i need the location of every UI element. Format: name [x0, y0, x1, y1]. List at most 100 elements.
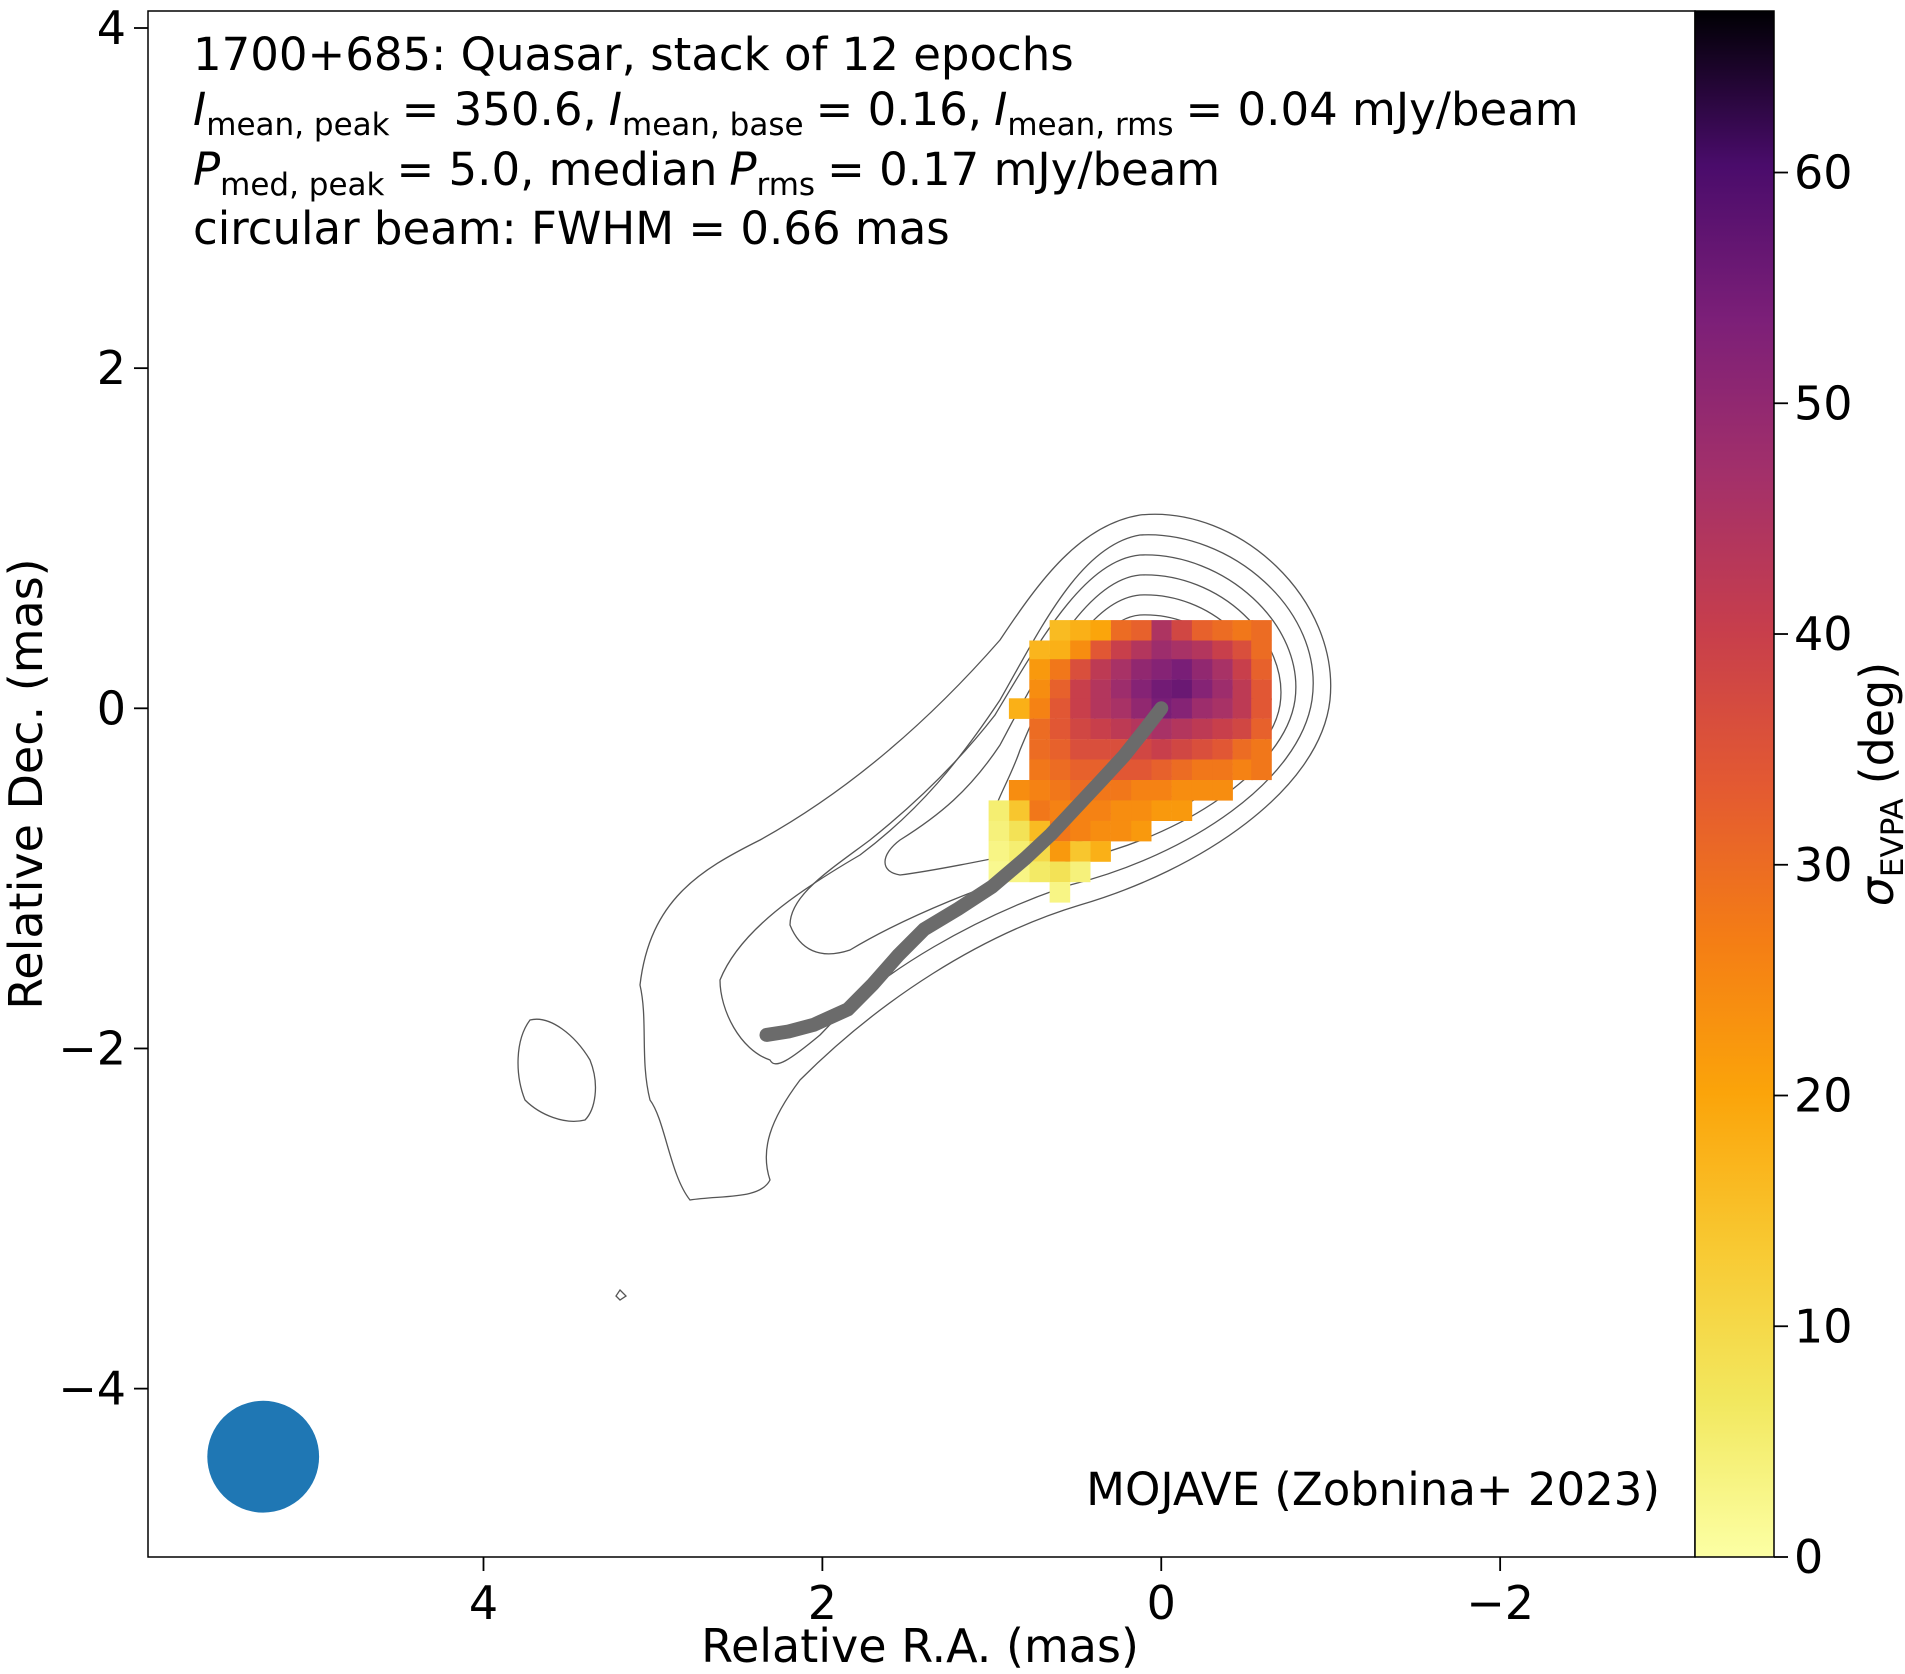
evpa-pixel [1191, 739, 1213, 760]
evpa-pixel [1069, 841, 1091, 862]
evpa-pixel [1171, 698, 1193, 719]
evpa-pixel [1151, 739, 1172, 760]
evpa-pixel [1212, 620, 1233, 641]
title-line: 1700+685: Quasar, stack of 12 epochs [193, 28, 1074, 81]
evpa-pixel [1090, 640, 1111, 662]
evpa-pixel [1049, 718, 1071, 740]
evpa-pixel [1090, 679, 1111, 701]
evpa-pixel [1110, 820, 1132, 842]
evpa-pixel [1151, 620, 1172, 641]
evpa-pixel [1130, 759, 1152, 781]
evpa-pixel [1191, 640, 1213, 662]
evpa-pixel [1029, 640, 1050, 662]
evpa-pixel [1049, 841, 1071, 862]
polarization-stats-line: Pmed, peak = 5.0, median Prms = 0.17 mJy/be… [193, 143, 1220, 203]
colorbar-tick-label: 30 [1794, 838, 1853, 892]
colorbar-tick-label: 50 [1794, 376, 1853, 430]
evpa-pixel [1110, 698, 1132, 719]
evpa-pixel [1110, 780, 1132, 801]
colorbar-label-symbol: σ [1850, 875, 1904, 906]
contour-3 [789, 554, 1297, 955]
evpa-pixel [1069, 698, 1091, 719]
beam-ellipse [207, 1400, 320, 1513]
evpa-pixel [1049, 659, 1071, 680]
evpa-pixel [1069, 861, 1091, 883]
evpa-pixel [1191, 698, 1213, 719]
ridgeline [759, 701, 1169, 1042]
evpa-pixel [1191, 718, 1213, 740]
x-tick-label: 4 [469, 1576, 498, 1630]
evpa-pixel [1212, 640, 1233, 662]
evpa-pixel [1008, 820, 1030, 842]
evpa-pixel [1130, 659, 1152, 680]
evpa-pixel [1110, 640, 1132, 662]
x-tick-label: 2 [808, 1576, 837, 1630]
colorbar [1694, 10, 1775, 1558]
evpa-pixel [1049, 861, 1071, 883]
evpa-pixel [1251, 679, 1272, 701]
evpa-pixel [1049, 882, 1071, 903]
evpa-pixel [1130, 820, 1152, 842]
contour-4 [884, 574, 1282, 876]
ridgeline-path [759, 701, 1169, 1042]
y-tick-label: −2 [58, 1021, 126, 1075]
evpa-pixel [1090, 718, 1111, 740]
evpa-pixel [1029, 800, 1050, 821]
evpa-pixel [1110, 679, 1132, 701]
credit-text: MOJAVE (Zobnina+ 2023) [1086, 1463, 1660, 1516]
evpa-pixel [1130, 640, 1152, 662]
evpa-pixel [1110, 800, 1132, 821]
evpa-pixel [1130, 679, 1152, 701]
x-axis-label: Relative R.A. (mas) [701, 1619, 1139, 1673]
evpa-pixel [1008, 800, 1030, 821]
evpa-pixel [1069, 820, 1091, 842]
evpa-pixel [1171, 780, 1193, 801]
evpa-pixel [1090, 698, 1111, 719]
y-axis: 4 2 0 −2 −4 [58, 1, 148, 1416]
evpa-pixel [1232, 718, 1254, 740]
evpa-pixel [1191, 620, 1213, 641]
evpa-pixel [1049, 679, 1071, 701]
evpa-pixel [1212, 739, 1233, 760]
evpa-pixel [1090, 841, 1111, 862]
colorbar-tick-label: 20 [1794, 1069, 1853, 1123]
evpa-pixel [1232, 659, 1254, 680]
evpa-pixel [1251, 640, 1272, 662]
evpa-pixel [1232, 679, 1254, 701]
evpa-pixel [1171, 659, 1193, 680]
evpa-pixel [1090, 620, 1111, 641]
evpa-pixel [1049, 620, 1071, 641]
evpa-pixel [1151, 679, 1172, 701]
evpa-pixel [1069, 739, 1091, 760]
colorbar-label-sub: EVPA [1875, 798, 1905, 877]
evpa-pixel [1008, 698, 1030, 719]
evpa-pixel [1171, 759, 1193, 781]
evpa-pixel [1029, 679, 1050, 701]
evpa-pixel [1151, 800, 1172, 821]
evpa-pixel [1090, 800, 1111, 821]
evpa-pixel [1069, 759, 1091, 781]
evpa-pixel [1130, 698, 1152, 719]
evpa-pixel [1171, 739, 1193, 760]
colorbar-label: σEVPA (deg) [1850, 662, 1905, 906]
y-tick-label: 4 [97, 1, 126, 55]
evpa-pixel [1151, 759, 1172, 781]
plot-area [148, 11, 1695, 1557]
beam [207, 1400, 320, 1513]
evpa-pixel [1251, 698, 1272, 719]
evpa-pixel [988, 820, 1010, 842]
y-tick-label: 0 [97, 681, 126, 735]
evpa-pixel [988, 800, 1010, 821]
evpa-pixel [1212, 659, 1233, 680]
evpa-pixel [1069, 679, 1091, 701]
evpa-pixel-map [988, 620, 1272, 903]
colorbar-label-unit: (deg) [1850, 662, 1904, 785]
evpa-pixel [1151, 780, 1172, 801]
evpa-pixel [1251, 659, 1272, 680]
evpa-pixel [1212, 759, 1233, 781]
evpa-pixel [1212, 718, 1233, 740]
evpa-pixel [1191, 780, 1213, 801]
evpa-pixel [1029, 698, 1050, 719]
evpa-pixel [1232, 640, 1254, 662]
